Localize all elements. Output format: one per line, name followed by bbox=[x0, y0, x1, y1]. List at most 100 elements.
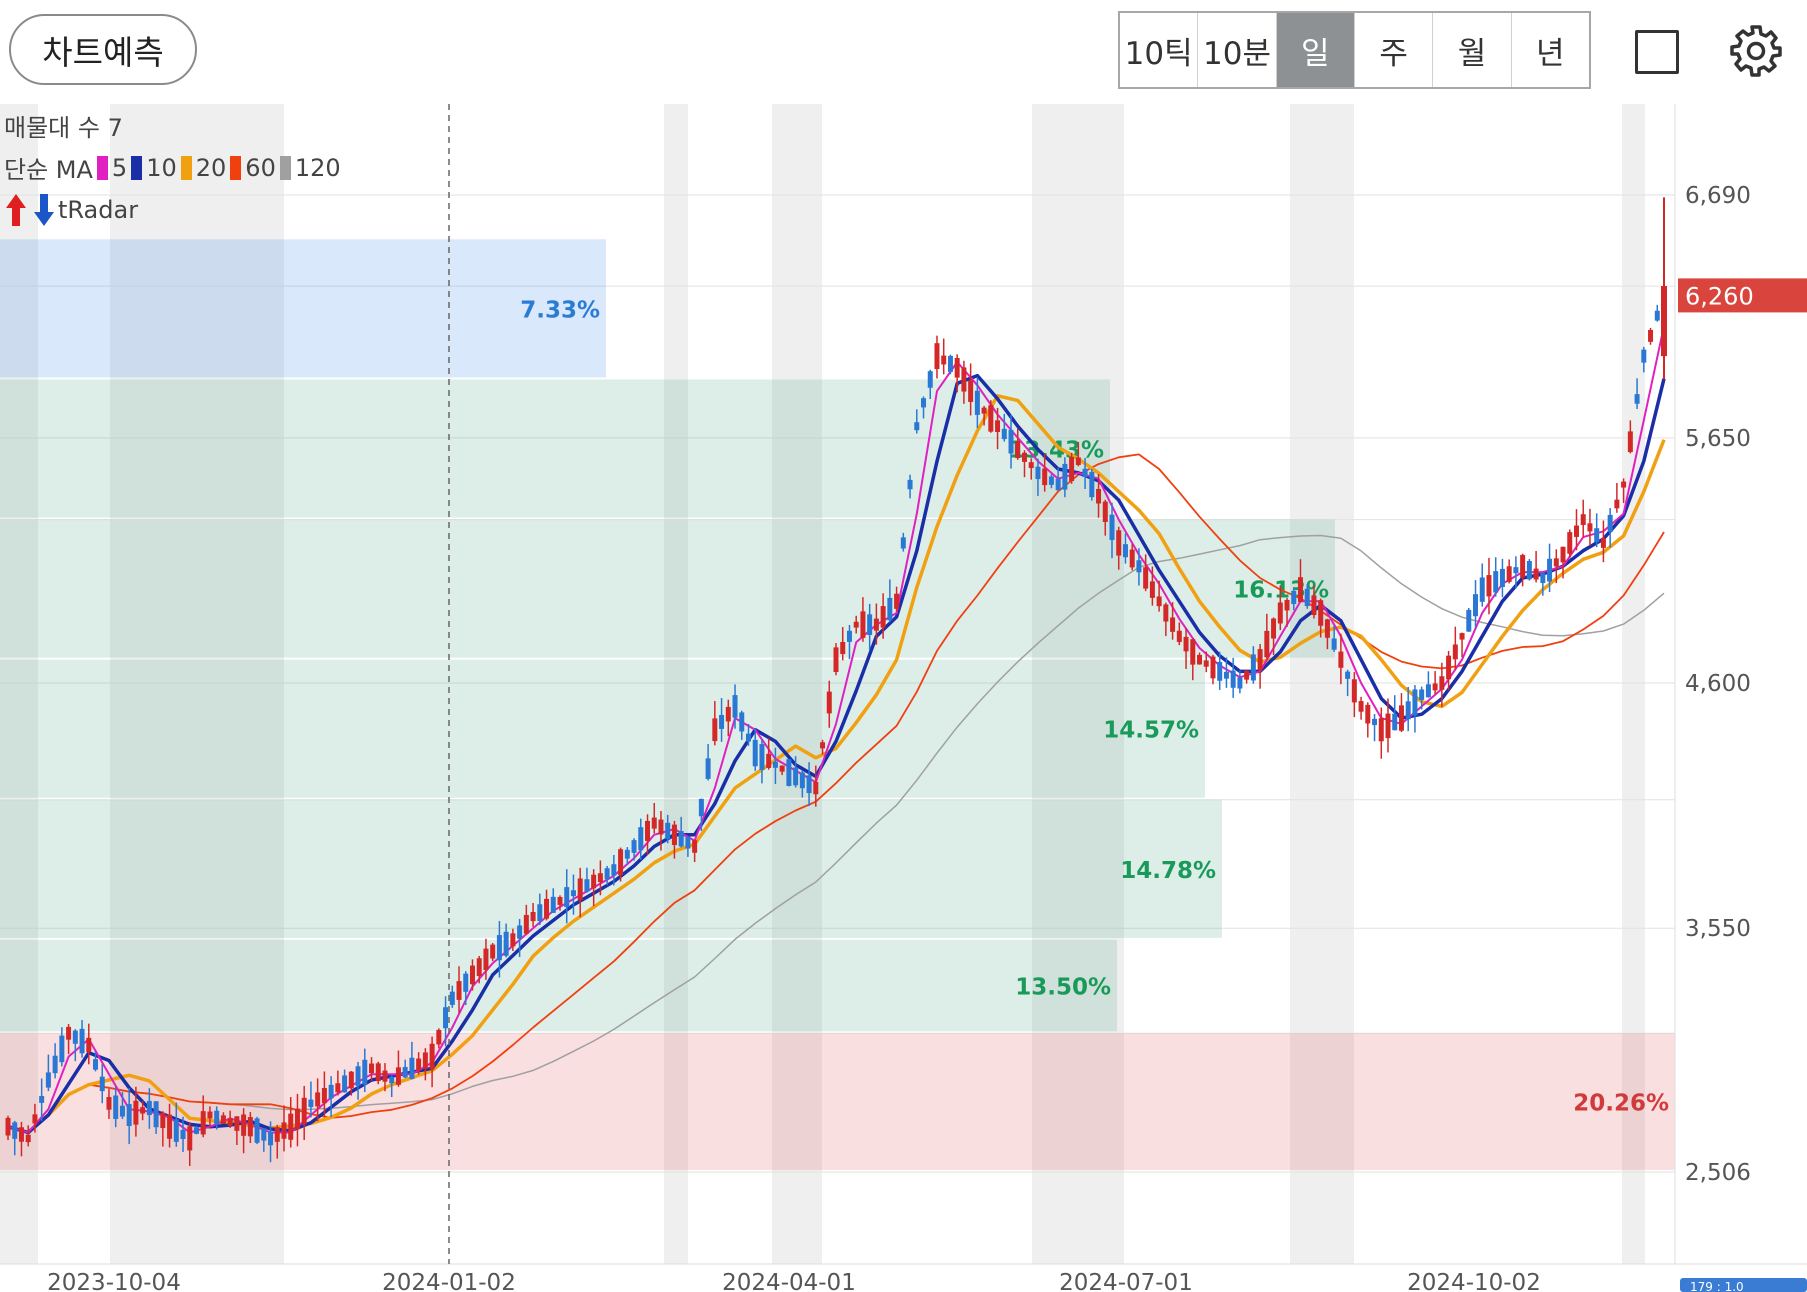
candle-body bbox=[1277, 602, 1283, 624]
period-day[interactable]: 일 bbox=[1276, 13, 1355, 87]
candle-body bbox=[106, 1097, 112, 1110]
period-week[interactable]: 주 bbox=[1355, 13, 1434, 87]
candle-body bbox=[974, 390, 980, 415]
y-tick-label: 2,506 bbox=[1685, 1160, 1751, 1186]
period-10tick[interactable]: 10틱 bbox=[1120, 13, 1199, 87]
current-price-label: 6,260 bbox=[1685, 282, 1754, 310]
candle-body bbox=[1473, 594, 1479, 617]
candle-body bbox=[833, 647, 839, 672]
x-tick-label: 2024-07-01 bbox=[1059, 1270, 1193, 1292]
candle-body bbox=[348, 1071, 354, 1089]
candle-body bbox=[645, 820, 651, 841]
candle-body bbox=[1654, 310, 1660, 321]
candle-body bbox=[752, 739, 758, 767]
candle-body bbox=[1499, 568, 1505, 587]
candle-body bbox=[631, 840, 637, 853]
candle-body bbox=[611, 864, 617, 876]
candle-body bbox=[416, 1058, 422, 1071]
candle-body bbox=[1661, 286, 1667, 357]
candle-body bbox=[1230, 670, 1236, 688]
candle-body bbox=[362, 1059, 368, 1085]
candle-body bbox=[93, 1059, 99, 1070]
period-year[interactable]: 년 bbox=[1536, 35, 1565, 72]
x-tick-label: 2024-01-02 bbox=[382, 1270, 516, 1292]
candle-body bbox=[382, 1070, 388, 1082]
period-10min[interactable]: 10분 bbox=[1198, 13, 1277, 87]
time-band bbox=[1622, 104, 1645, 1264]
candle-body bbox=[1223, 671, 1229, 679]
ma-legend: 단순 MA 5 10 20 60 120 bbox=[4, 150, 341, 185]
candle-body bbox=[799, 772, 805, 789]
candle-body bbox=[113, 1095, 119, 1119]
candle-body bbox=[961, 367, 967, 392]
candle-body bbox=[160, 1112, 166, 1129]
x-tick-label: 2023-10-04 bbox=[47, 1270, 181, 1292]
candle-body bbox=[1311, 595, 1317, 616]
price-chart[interactable]: 7.33% 13.43% 16.13% 14.57% 14.78% 13.50% 20.26… bbox=[0, 104, 1807, 1292]
candle-body bbox=[941, 355, 947, 365]
candle-body bbox=[200, 1111, 206, 1135]
candle-body bbox=[321, 1087, 327, 1104]
candle-body bbox=[422, 1052, 428, 1069]
ratio-badge-label: 179 : 1.0 bbox=[1690, 1280, 1744, 1292]
ma-legend-prefix: 단순 MA bbox=[4, 156, 93, 184]
chart-svg[interactable]: 7.33%13.43%16.13%14.57%14.78%13.50%20.26… bbox=[0, 104, 1807, 1292]
candle-body bbox=[1560, 546, 1566, 563]
candle-body bbox=[934, 343, 940, 370]
candle-body bbox=[1217, 661, 1223, 681]
candle-body bbox=[1304, 588, 1310, 607]
candle-body bbox=[692, 840, 698, 853]
gear-icon[interactable] bbox=[1727, 22, 1785, 80]
candle-body bbox=[5, 1117, 11, 1136]
candle-body bbox=[1048, 476, 1054, 485]
square-icon[interactable] bbox=[1635, 30, 1679, 74]
candle-body bbox=[1607, 514, 1613, 533]
candle-body bbox=[786, 759, 792, 786]
chart-predict-button[interactable]: 차트예측 bbox=[9, 14, 197, 85]
candle-body bbox=[375, 1063, 381, 1082]
candle-body bbox=[389, 1076, 395, 1084]
candle-body bbox=[1075, 457, 1081, 465]
candle-body bbox=[328, 1084, 334, 1099]
candle-body bbox=[968, 380, 974, 402]
period-month[interactable]: 월 bbox=[1433, 13, 1512, 87]
candle-body bbox=[900, 537, 906, 549]
volume-zone bbox=[0, 1033, 1675, 1170]
volume-zone bbox=[0, 379, 1110, 518]
candle-body bbox=[1580, 514, 1586, 525]
candle-body bbox=[86, 1037, 92, 1053]
candle-body bbox=[1102, 501, 1108, 522]
candle-body bbox=[449, 991, 455, 1005]
candle-body bbox=[1587, 523, 1593, 532]
candle-body bbox=[725, 706, 731, 722]
candle-body bbox=[1594, 528, 1600, 543]
candle-body bbox=[638, 827, 644, 851]
candle-body bbox=[860, 611, 866, 638]
candle-body bbox=[1627, 431, 1633, 453]
candle-body bbox=[308, 1099, 314, 1108]
candle-body bbox=[1089, 471, 1095, 498]
ratio-badge bbox=[1680, 1278, 1807, 1292]
candle-body bbox=[146, 1100, 152, 1116]
candle-body bbox=[1392, 713, 1398, 731]
candle-body bbox=[1042, 468, 1048, 486]
time-band bbox=[1032, 104, 1124, 1264]
ma20-label: 20 bbox=[195, 153, 227, 182]
candle-body bbox=[476, 958, 482, 977]
candle-body bbox=[1122, 544, 1128, 558]
candle-body bbox=[1398, 705, 1404, 731]
time-band bbox=[110, 104, 284, 1264]
candle-body bbox=[523, 914, 529, 934]
candle-body bbox=[1486, 575, 1492, 597]
candle-body bbox=[1149, 581, 1155, 598]
candle-body bbox=[570, 890, 576, 897]
candle-body bbox=[395, 1067, 401, 1085]
candle-body bbox=[254, 1118, 260, 1143]
candle-body bbox=[853, 621, 859, 628]
candle-body bbox=[577, 878, 583, 901]
candle-body bbox=[604, 868, 610, 880]
candle-body bbox=[846, 630, 852, 642]
candle-body bbox=[826, 691, 832, 714]
candle-body bbox=[1264, 630, 1270, 658]
